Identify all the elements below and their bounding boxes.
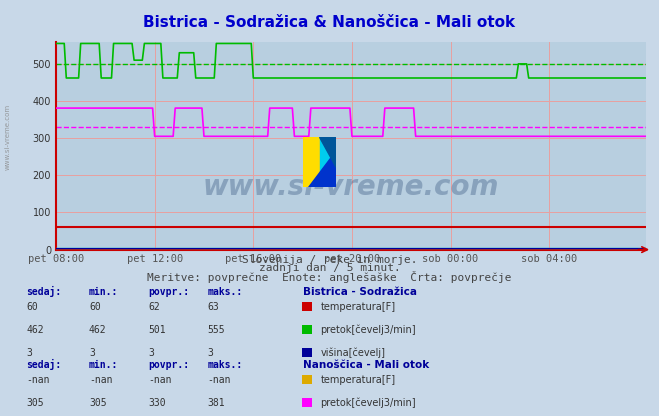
Text: 3: 3 — [208, 348, 214, 358]
Text: 3: 3 — [89, 348, 95, 358]
Text: Bistrica - Sodražica: Bistrica - Sodražica — [303, 287, 417, 297]
Text: 305: 305 — [26, 398, 44, 408]
Polygon shape — [320, 137, 336, 167]
Text: 305: 305 — [89, 398, 107, 408]
Text: maks.:: maks.: — [208, 287, 243, 297]
Text: maks.:: maks.: — [208, 360, 243, 370]
Text: 381: 381 — [208, 398, 225, 408]
Text: sedaj:: sedaj: — [26, 286, 61, 297]
Text: Nanoščica - Mali otok: Nanoščica - Mali otok — [303, 360, 430, 370]
Text: min.:: min.: — [89, 287, 119, 297]
Text: www.si-vreme.com: www.si-vreme.com — [203, 173, 499, 201]
Text: 501: 501 — [148, 325, 166, 335]
Text: zadnji dan / 5 minut.: zadnji dan / 5 minut. — [258, 263, 401, 273]
Text: višina[čevelj]: višina[čevelj] — [320, 347, 386, 358]
Text: Bistrica - Sodražica & Nanoščica - Mali otok: Bistrica - Sodražica & Nanoščica - Mali … — [144, 15, 515, 30]
Text: 462: 462 — [26, 325, 44, 335]
Text: min.:: min.: — [89, 360, 119, 370]
Text: temperatura[F]: temperatura[F] — [320, 302, 395, 312]
Text: 555: 555 — [208, 325, 225, 335]
Polygon shape — [303, 137, 320, 187]
Polygon shape — [320, 137, 336, 187]
Text: 62: 62 — [148, 302, 160, 312]
Text: 462: 462 — [89, 325, 107, 335]
Text: Slovenija / reke in morje.: Slovenija / reke in morje. — [242, 255, 417, 265]
Text: www.si-vreme.com: www.si-vreme.com — [5, 104, 11, 170]
Text: pretok[čevelj3/min]: pretok[čevelj3/min] — [320, 324, 416, 335]
Text: 60: 60 — [26, 302, 38, 312]
Text: 330: 330 — [148, 398, 166, 408]
Text: pretok[čevelj3/min]: pretok[čevelj3/min] — [320, 397, 416, 408]
Text: Meritve: povprečne  Enote: anglešaške  Črta: povprečje: Meritve: povprečne Enote: anglešaške Črt… — [147, 272, 512, 283]
Text: -nan: -nan — [208, 375, 231, 385]
Polygon shape — [308, 150, 336, 187]
Text: povpr.:: povpr.: — [148, 287, 189, 297]
Text: povpr.:: povpr.: — [148, 360, 189, 370]
Text: 63: 63 — [208, 302, 219, 312]
Text: 3: 3 — [148, 348, 154, 358]
Text: -nan: -nan — [26, 375, 50, 385]
Text: -nan: -nan — [148, 375, 172, 385]
Text: -nan: -nan — [89, 375, 113, 385]
Text: sedaj:: sedaj: — [26, 359, 61, 370]
Text: 60: 60 — [89, 302, 101, 312]
Text: 3: 3 — [26, 348, 32, 358]
Text: temperatura[F]: temperatura[F] — [320, 375, 395, 385]
